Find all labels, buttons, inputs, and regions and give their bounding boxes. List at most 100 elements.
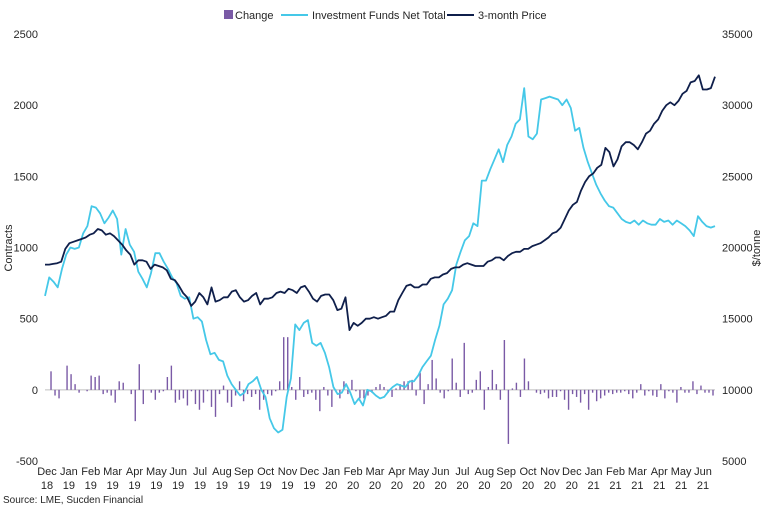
change-bar [479, 371, 482, 390]
x-tick-month: Feb [606, 466, 625, 478]
x-tick-year: 19 [106, 480, 118, 492]
x-tick-year: 20 [413, 480, 425, 492]
change-bar [355, 389, 357, 392]
right-axis-title: $/tonne [751, 230, 763, 267]
x-tick-month: Jun [432, 466, 450, 478]
change-bar [198, 389, 201, 410]
change-bar [178, 389, 181, 400]
change-bar [182, 389, 185, 399]
change-bar [423, 389, 425, 405]
x-tick-month: Oct [257, 466, 274, 478]
change-bar [210, 389, 213, 407]
x-tick-month: Nov [540, 466, 560, 478]
change-bar [130, 389, 132, 395]
change-bar [222, 385, 225, 390]
left-tick-label: 2000 [14, 100, 38, 112]
change-bar [644, 389, 646, 396]
x-tick-month: May [146, 466, 167, 478]
x-tick-month: Nov [278, 466, 298, 478]
change-bar [555, 389, 558, 397]
change-bar [491, 369, 494, 390]
change-bar [507, 389, 510, 444]
x-tick-year: 21 [609, 480, 621, 492]
x-tick-year: 19 [281, 480, 293, 492]
x-tick-month: Dec [562, 466, 582, 478]
change-bar [94, 377, 96, 390]
x-tick-month: Feb [81, 466, 100, 478]
left-tick-label: 2500 [14, 29, 38, 41]
x-tick-month: Oct [520, 466, 537, 478]
change-bar [575, 389, 578, 397]
change-bar [419, 372, 421, 390]
change-bar [495, 384, 498, 390]
change-bar [607, 389, 610, 393]
change-bar [50, 371, 52, 390]
change-bar [138, 364, 140, 390]
x-tick-year: 19 [194, 480, 206, 492]
change-bar [102, 389, 104, 395]
change-bar [226, 389, 229, 403]
change-bar [331, 389, 333, 407]
change-bar [383, 386, 385, 390]
change-bar [347, 389, 349, 395]
change-bar [664, 389, 666, 399]
x-tick-year: 19 [172, 480, 184, 492]
x-tick-year: 21 [653, 480, 665, 492]
change-bar [648, 389, 650, 392]
change-bar [311, 389, 313, 393]
x-tick-month: May [408, 466, 429, 478]
change-bar [106, 389, 108, 393]
change-bar [447, 389, 449, 392]
change-bar [499, 389, 502, 400]
x-tick-year: 19 [238, 480, 250, 492]
change-bar [202, 389, 205, 403]
change-bar [190, 389, 193, 392]
x-tick-year: 20 [500, 480, 512, 492]
right-tick-label: 15000 [722, 314, 753, 326]
change-bar [66, 365, 68, 390]
change-bar [463, 342, 465, 390]
change-bar [246, 389, 249, 395]
x-tick-year: 21 [631, 480, 643, 492]
x-tick-month: Jul [193, 466, 207, 478]
change-bar [583, 389, 586, 395]
change-bar [431, 359, 433, 390]
change-bar [399, 384, 401, 390]
change-bar [142, 389, 144, 405]
change-bar [214, 389, 217, 417]
right-tick-label: 10000 [722, 385, 753, 397]
change-bar [640, 384, 642, 390]
x-tick-month: Jan [322, 466, 340, 478]
x-tick-month: Jan [585, 466, 603, 478]
change-bar [712, 389, 714, 396]
change-bar [54, 389, 56, 396]
left-tick-label: 0 [32, 385, 38, 397]
x-tick-year: 20 [478, 480, 490, 492]
change-bar [656, 389, 658, 397]
x-tick-month: Jul [455, 466, 469, 478]
change-bar [186, 389, 189, 406]
change-bar [632, 389, 634, 399]
change-bar [680, 386, 682, 390]
change-bar [162, 389, 165, 392]
change-bar [403, 381, 405, 390]
right-tick-label: 20000 [722, 243, 753, 255]
change-bar [278, 381, 281, 390]
x-tick-month: Apr [651, 466, 668, 478]
change-bar [166, 377, 169, 390]
change-bar [150, 389, 153, 393]
change-bar [467, 389, 469, 395]
x-tick-year: 20 [347, 480, 359, 492]
x-tick-month: Apr [126, 466, 143, 478]
change-bar [672, 389, 674, 393]
change-bar [700, 385, 702, 390]
x-tick-month: Mar [628, 466, 647, 478]
change-bar [287, 337, 289, 390]
left-tick-label: 1500 [14, 171, 38, 183]
x-tick-year: 19 [128, 480, 140, 492]
change-bar [363, 389, 365, 399]
change-bar [676, 389, 678, 403]
change-bar [114, 389, 116, 403]
change-bar [319, 389, 321, 412]
